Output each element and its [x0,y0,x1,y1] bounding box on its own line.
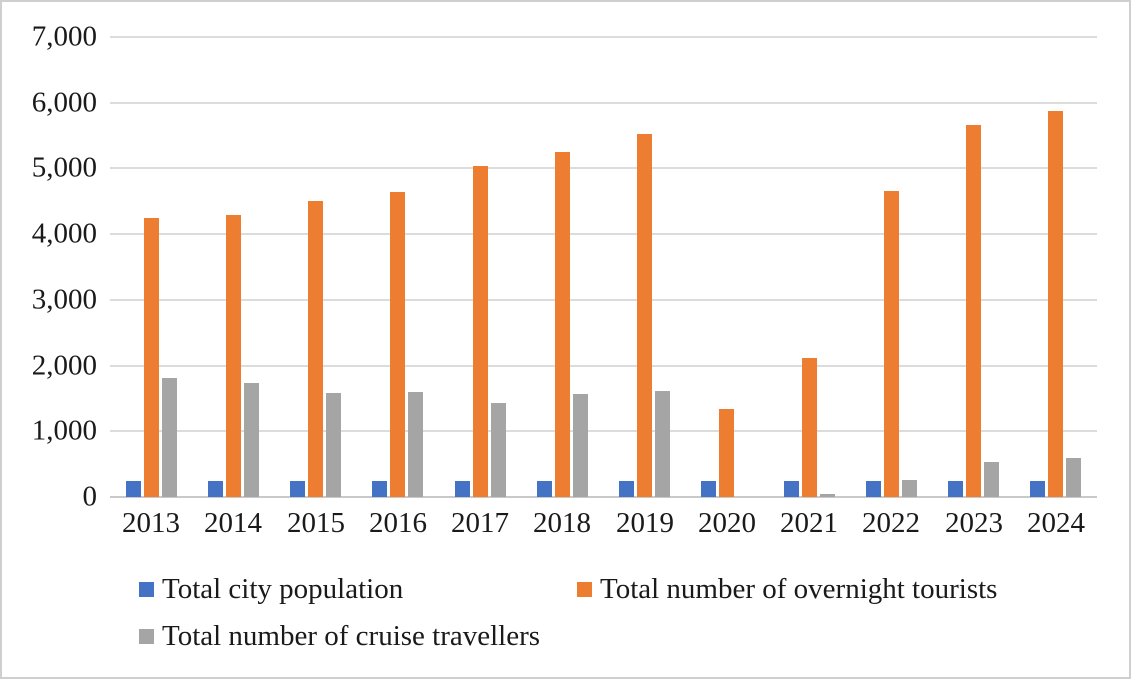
bar-2013-series-0 [126,481,141,497]
x-tick-label: 2014 [204,507,262,539]
bar-2016-series-2 [408,392,423,497]
bar-2014-series-0 [208,481,223,497]
bar-2024-series-0 [1030,481,1045,497]
bar-2020-series-1 [719,409,734,497]
bar-2018-series-0 [537,481,552,497]
gridline [110,36,1097,38]
y-tick-label: 5,000 [31,151,97,184]
legend-label: Total number of cruise travellers [162,620,541,652]
legend-swatch-icon [577,581,592,597]
bar-2013-series-2 [162,378,177,497]
bar-2022-series-0 [866,481,881,497]
legend-item: Total number of cruise travellers [139,620,540,652]
x-tick-label: 2021 [780,507,838,539]
gridline [110,299,1097,301]
x-tick-label: 2013 [122,507,180,539]
bar-2015-series-0 [290,481,305,497]
bar-2022-series-1 [884,191,899,497]
bar-2019-series-2 [655,391,670,497]
bar-2023-series-2 [984,462,999,497]
bar-2023-series-1 [966,125,981,497]
gridline [110,365,1097,367]
bar-2014-series-1 [226,215,241,497]
x-tick-label: 2020 [698,507,756,539]
bar-2017-series-2 [491,403,506,497]
bar-2016-series-0 [372,481,387,497]
gridline [110,233,1097,235]
legend-swatch-icon [139,581,154,597]
bar-2021-series-1 [802,358,817,497]
x-tick-label: 2017 [451,507,509,539]
x-tick-label: 2015 [287,507,345,539]
y-tick-label: 7,000 [31,20,97,53]
y-tick-label: 0 [82,480,98,513]
x-tick-label: 2016 [369,507,427,539]
legend-item: Total number of overnight tourists [577,573,997,605]
gridline [110,167,1097,169]
x-tick-label: 2018 [533,507,591,539]
legend-label: Total number of overnight tourists [600,573,998,605]
gridline [110,102,1097,104]
bar-2016-series-1 [390,192,405,497]
legend-swatch-icon [139,628,154,644]
y-tick-label: 2,000 [31,349,97,382]
bar-2020-series-0 [701,481,716,497]
bar-2023-series-0 [948,481,963,497]
x-tick-label: 2023 [945,507,1003,539]
bar-2015-series-1 [308,201,323,497]
x-axis-line [110,496,1097,498]
y-tick-label: 1,000 [31,414,97,447]
bar-2014-series-2 [244,383,259,497]
y-tick-label: 3,000 [31,283,97,316]
bar-2024-series-2 [1066,458,1081,497]
bar-2024-series-1 [1048,111,1063,497]
legend-label: Total city population [162,573,404,605]
bar-2022-series-2 [902,480,917,497]
gridline [110,430,1097,432]
bar-2019-series-1 [637,134,652,497]
y-tick-label: 6,000 [31,86,97,119]
bar-2017-series-0 [455,481,470,497]
bar-2019-series-0 [619,481,634,497]
bar-2017-series-1 [473,166,488,497]
bar-2018-series-2 [573,394,588,497]
x-tick-label: 2019 [616,507,674,539]
bar-2021-series-0 [784,481,799,497]
bar-2021-series-2 [820,494,835,497]
y-tick-label: 4,000 [31,217,97,250]
bar-2018-series-1 [555,152,570,497]
bar-2015-series-2 [326,393,341,497]
legend-item: Total city population [139,573,403,605]
x-tick-label: 2022 [862,507,920,539]
x-tick-label: 2024 [1027,507,1085,539]
bar-2013-series-1 [144,218,159,497]
